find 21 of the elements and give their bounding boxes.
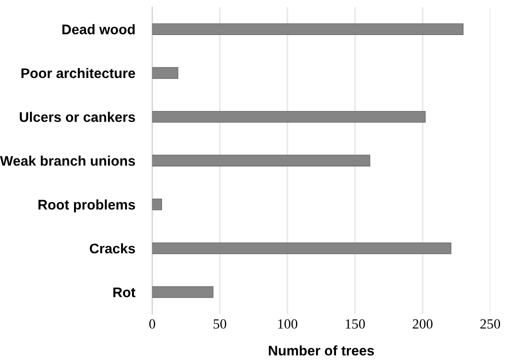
x-axis-title: Number of trees: [268, 345, 374, 356]
bar: [152, 286, 214, 298]
bar: [152, 154, 370, 166]
y-tick-label: Cracks: [90, 243, 135, 254]
x-tick-label: 150: [346, 319, 365, 329]
x-tick-label: 0: [149, 319, 156, 329]
y-tick-label: Dead wood: [62, 24, 135, 34]
bar: [152, 110, 426, 123]
bar: [152, 242, 452, 254]
y-tick-label: Rot: [113, 288, 136, 298]
x-tick-label: 100: [278, 319, 298, 329]
bar: [152, 23, 464, 35]
y-tick-label: Weak branch unions: [0, 156, 135, 166]
bar: [152, 198, 162, 210]
y-tick-label: Ulcers or cankers: [20, 112, 135, 122]
y-tick-label: Poor architecture: [21, 68, 136, 78]
x-tick-label: 50: [214, 319, 226, 329]
y-tick-label: Root problems: [38, 199, 135, 212]
x-tick-label: 200: [412, 319, 432, 329]
bar: [152, 67, 178, 79]
x-tick-label: 250: [480, 319, 500, 329]
